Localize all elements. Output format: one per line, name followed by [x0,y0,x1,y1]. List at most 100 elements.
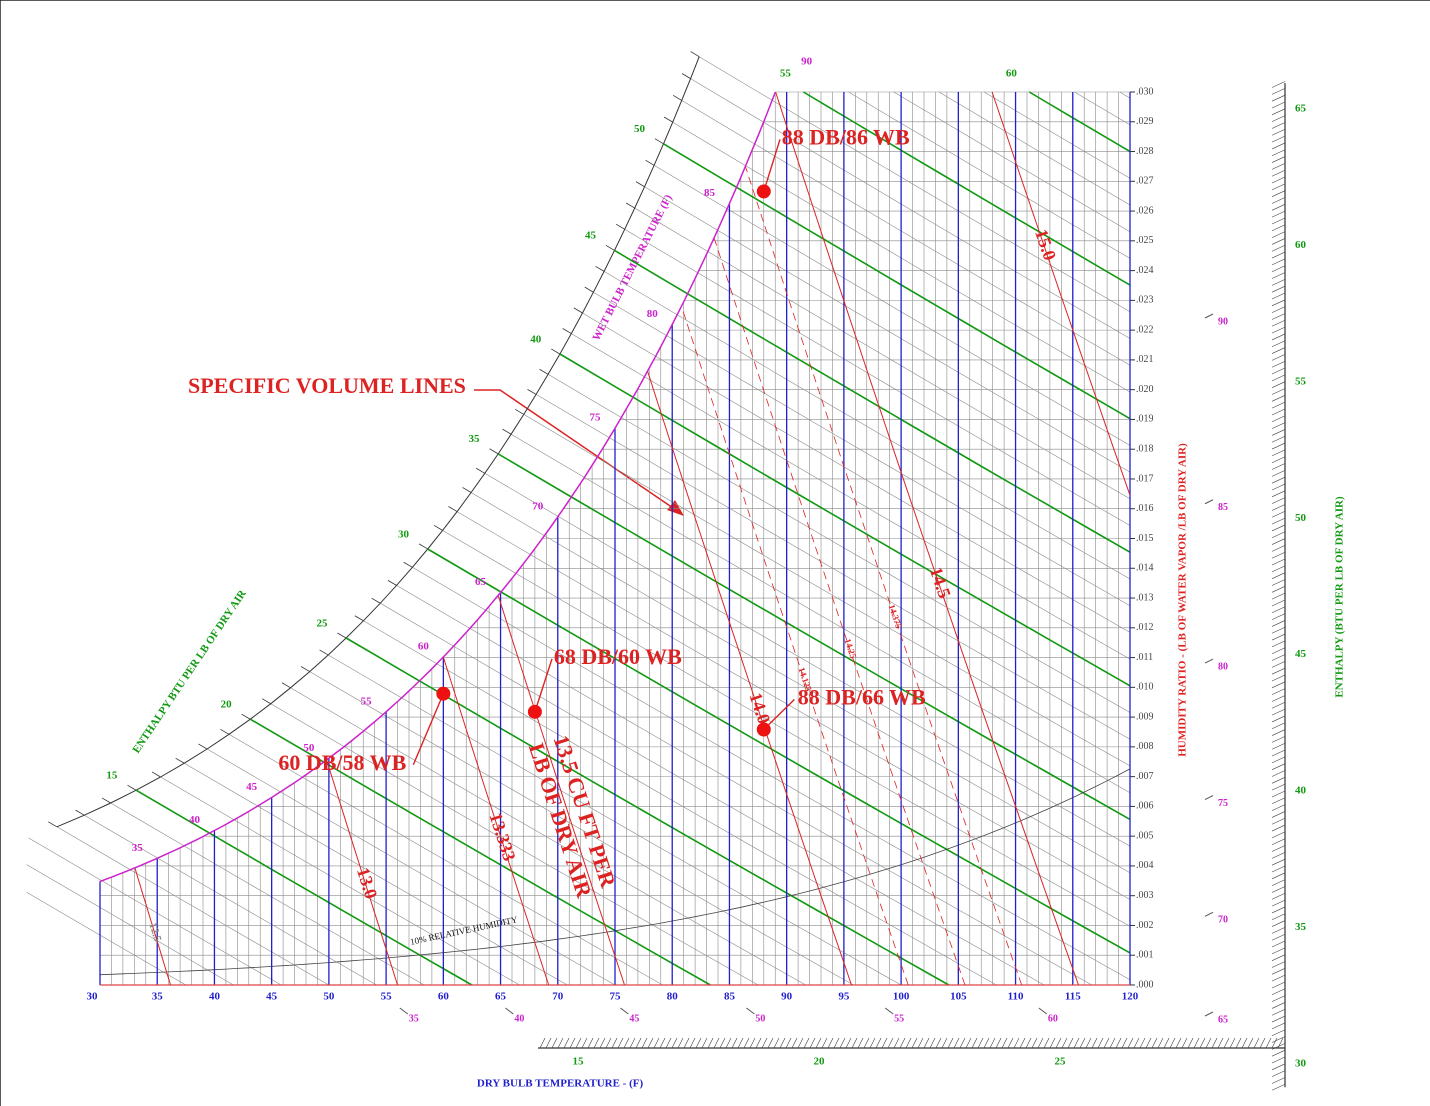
scale-slash [746,1007,755,1015]
enthalpy-bottom-label: 15 [573,1056,585,1068]
y-tick-label: .029 [1136,116,1154,127]
ruler-hatch [965,1037,972,1049]
enthalpy-label: 55 [780,68,792,80]
ruler-hatch [595,265,605,272]
ruler-hatch [1271,224,1286,232]
ruler-hatch [1271,122,1286,129]
wet-bulb-line [699,56,1131,313]
ruler-hatch [1271,374,1286,382]
ruler-hatch [690,51,700,58]
ruler-hatch [337,632,347,639]
wet-bulb-line [535,394,1131,740]
specific-volume-line [134,867,172,986]
scale-slash [399,1007,409,1015]
ruler-hatch [941,1037,948,1049]
x-tick-label: 115 [1065,991,1081,1003]
ruler-hatch [1271,429,1286,436]
ruler-hatch [1271,702,1286,709]
x-tick-label: 40 [209,991,221,1003]
y-tick-label: .030 [1136,86,1154,97]
ruler-hatch [599,1037,606,1049]
ruler-hatch [797,1037,804,1049]
ruler-hatch [1271,258,1286,266]
ruler-hatch [1271,1049,1286,1057]
ruler-hatch [1271,763,1286,770]
wet-bulb-line [484,473,1131,847]
wet-bulb-line [848,91,1131,259]
ruler-hatch [1247,1037,1254,1049]
ruler-hatch [1271,456,1286,463]
wet-bulb-label: 75 [590,412,602,424]
x-tick-label: 65 [495,991,507,1003]
ruler-hatch [1229,1037,1236,1049]
ruler-hatch [1271,1037,1278,1049]
ruler-hatch [1271,306,1286,313]
enthalpy-line [427,548,1131,954]
wet-bulb-line [1074,91,1131,126]
wet-bulb-line [412,567,1131,980]
ruler-hatch [1271,626,1286,634]
y-axis-title: HUMIDITY RATIO - (LB OF WATER VAPOR /LB … [1177,443,1189,757]
wet-bulb-line [547,374,1131,713]
ruler-hatch [1271,961,1286,968]
ruler-hatch [1271,1056,1286,1064]
arrow-head [667,500,684,516]
ruler-hatch [923,1037,930,1049]
ruler-hatch [635,181,645,188]
wet-bulb-label: 55 [361,695,373,707]
ruler-hatch [1271,94,1286,102]
ruler-hatch [1271,313,1286,320]
ruler-hatch [562,328,572,334]
ruler-hatch [539,368,549,375]
wet-bulb-line [309,671,854,986]
enthalpy-right-label: 60 [1295,239,1307,251]
y-tick-label: .008 [1136,741,1154,752]
ruler-hatch [1271,640,1286,648]
enthalpy-right-label: 30 [1295,1058,1307,1070]
ruler-hatch [1091,1037,1098,1049]
x-tick-label: 80 [667,991,679,1003]
wet-bulb-line [442,530,1131,927]
bottom-scale-label: 55 [894,1013,904,1024]
ruler-hatch [737,1037,744,1049]
wet-bulb-line [206,748,616,986]
ruler-hatch [1271,852,1286,859]
state-point-label: 68 DB/60 WB [554,644,682,669]
ruler-hatch [551,348,561,355]
ruler-hatch [1271,88,1286,95]
x-tick-label: 30 [87,991,99,1003]
ruler-hatch [1037,1037,1044,1049]
y-tick-label: .020 [1136,384,1154,395]
scale-slash [1204,313,1214,319]
enthalpy-bottom-label: 25 [1055,1056,1067,1068]
wet-bulb-line [456,511,1131,900]
ruler-hatch [1271,340,1286,348]
x-tick-label: 75 [610,991,622,1003]
ruler-hatch [617,1037,624,1049]
ruler-hatch [1271,742,1286,750]
enthalpy-right-label: 50 [1295,512,1307,524]
ruler-hatch [1271,661,1286,668]
enthalpy-line [614,249,1131,553]
ruler-hatch [629,1037,636,1049]
y-tick-label: .010 [1136,682,1154,693]
ruler-hatch [785,1037,792,1049]
enthalpy-bottom-label: 20 [814,1056,826,1068]
ruler-hatch [1271,886,1286,893]
ruler-hatch [839,1037,846,1049]
x-tick-label: 100 [893,991,910,1003]
enthalpy-line [802,91,1131,286]
ruler-hatch [845,1037,852,1049]
y-tick-label: .021 [1136,354,1154,365]
ruler-hatch [1271,620,1286,627]
ruler-hatch [1271,142,1286,150]
ruler-hatch [1271,579,1286,586]
ruler-hatch [1271,1002,1286,1009]
ruler-hatch [869,1037,876,1049]
wet-bulb-line [672,121,1131,393]
ruler-hatch [220,728,230,735]
ruler-hatch [611,1037,618,1049]
ruler-hatch [875,1037,882,1049]
ruler-hatch [1115,1037,1122,1049]
ruler-hatch [1187,1037,1194,1049]
